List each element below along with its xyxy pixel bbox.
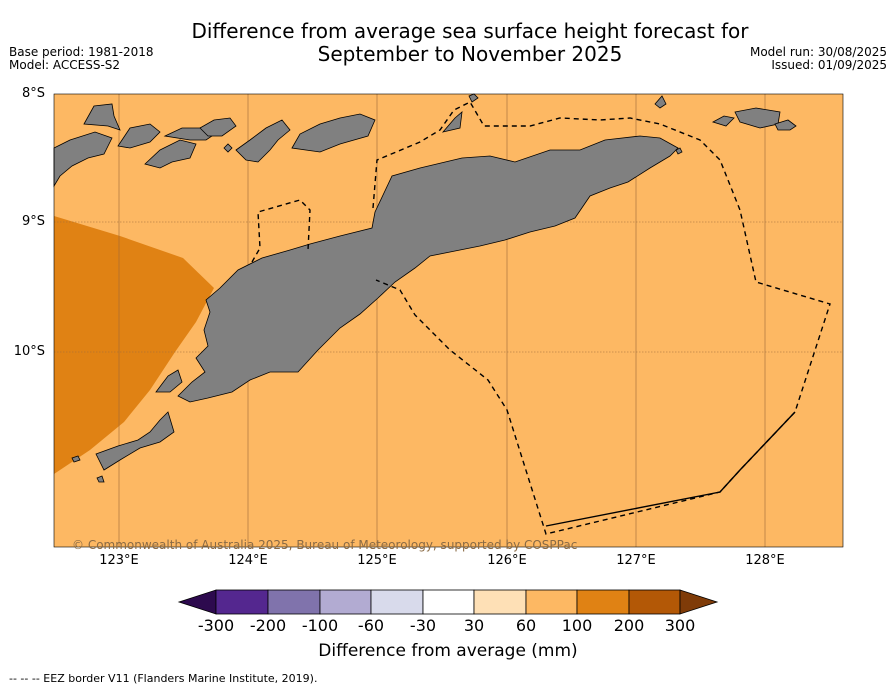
model-run-text: Model run: 30/08/2025 [749, 45, 887, 59]
land-wetar [291, 113, 376, 153]
title-line-1: Difference from average sea surface heig… [191, 19, 749, 43]
colorbar-swatch-4 [370, 589, 424, 615]
colorbar-swatch-5 [422, 589, 475, 615]
lon-label-127e: 127°E [616, 553, 656, 568]
colorbar [177, 589, 719, 615]
land-adonara [144, 139, 197, 169]
land-kisar [654, 95, 667, 109]
colorbar-swatch-3 [319, 589, 372, 615]
land-pantar [199, 117, 237, 137]
colorbar-tick: 30 [463, 616, 485, 635]
colorbar-swatch-7 [525, 589, 578, 615]
eez-border-oecusse [251, 199, 311, 263]
colorbar-tick: -300 [197, 616, 235, 635]
meta-left: Base period: 1981-2018 Model: ACCESS-S2 [9, 46, 154, 72]
colorbar-swatch-9 [628, 589, 681, 615]
colorbar-extend-high [679, 589, 719, 615]
land-rote [155, 369, 183, 393]
colorbar-tick: 300 [664, 616, 696, 635]
land-lakor [774, 119, 797, 131]
colorbar-swatch-8 [576, 589, 630, 615]
colorbar-title: Difference from average (mm) [318, 641, 578, 661]
eez-footnote: -- -- -- EEZ border V11 (Flanders Marine… [9, 672, 318, 685]
title-line-2: September to November 2025 [317, 42, 623, 66]
land-atauro [441, 111, 463, 133]
land-leti [711, 115, 735, 127]
colorbar-tick: -200 [249, 616, 287, 635]
anomaly-region-high [54, 216, 214, 474]
colorbar-tick: -100 [301, 616, 339, 635]
lat-label-10s: 10°S [13, 344, 45, 359]
land-island-b [223, 143, 233, 153]
land-alor [235, 119, 291, 163]
map-title: Difference from average sea surface heig… [110, 20, 830, 66]
land-island-a [83, 103, 121, 131]
colorbar-extend-low [177, 589, 217, 615]
eez-borders [251, 101, 831, 535]
land-flores-west [53, 131, 113, 188]
colorbar-tick: -30 [409, 616, 437, 635]
model-text: Model: ACCESS-S2 [9, 58, 121, 72]
land-masses [53, 93, 797, 483]
land-raijua [71, 455, 81, 463]
colorbar-tick: 200 [613, 616, 645, 635]
land-jaco [675, 147, 683, 155]
colorbar-tick: -60 [357, 616, 385, 635]
lon-label-123e: 123°E [99, 553, 139, 568]
colorbar-swatch-6 [473, 589, 527, 615]
land-solor [117, 123, 161, 149]
lon-label-125e: 125°E [357, 553, 397, 568]
eez-border-timor-leste [372, 101, 831, 535]
land-island-c [468, 93, 479, 103]
meta-right: Model run: 30/08/2025 Issued: 01/09/2025 [750, 46, 887, 72]
land-sawu [95, 411, 175, 471]
colorbar-swatch-1 [215, 589, 269, 615]
issued-text: Issued: 01/09/2025 [771, 58, 887, 72]
colorbar-tick: 100 [561, 616, 593, 635]
colorbar-swatch-2 [267, 589, 321, 615]
land-timor [177, 135, 679, 403]
colorbar-tick: 60 [515, 616, 537, 635]
lat-label-9s: 9°S [21, 214, 45, 229]
map-frame [53, 93, 844, 548]
land-dana [96, 475, 105, 483]
lon-label-124e: 124°E [228, 553, 268, 568]
lon-label-126e: 126°E [487, 553, 527, 568]
base-period-text: Base period: 1981-2018 [9, 45, 154, 59]
eez-border-solid [545, 411, 796, 527]
copyright-text: © Commonwealth of Australia 2025, Bureau… [72, 538, 578, 552]
lat-label-8s: 8°S [21, 86, 45, 101]
lon-label-128e: 128°E [745, 553, 785, 568]
